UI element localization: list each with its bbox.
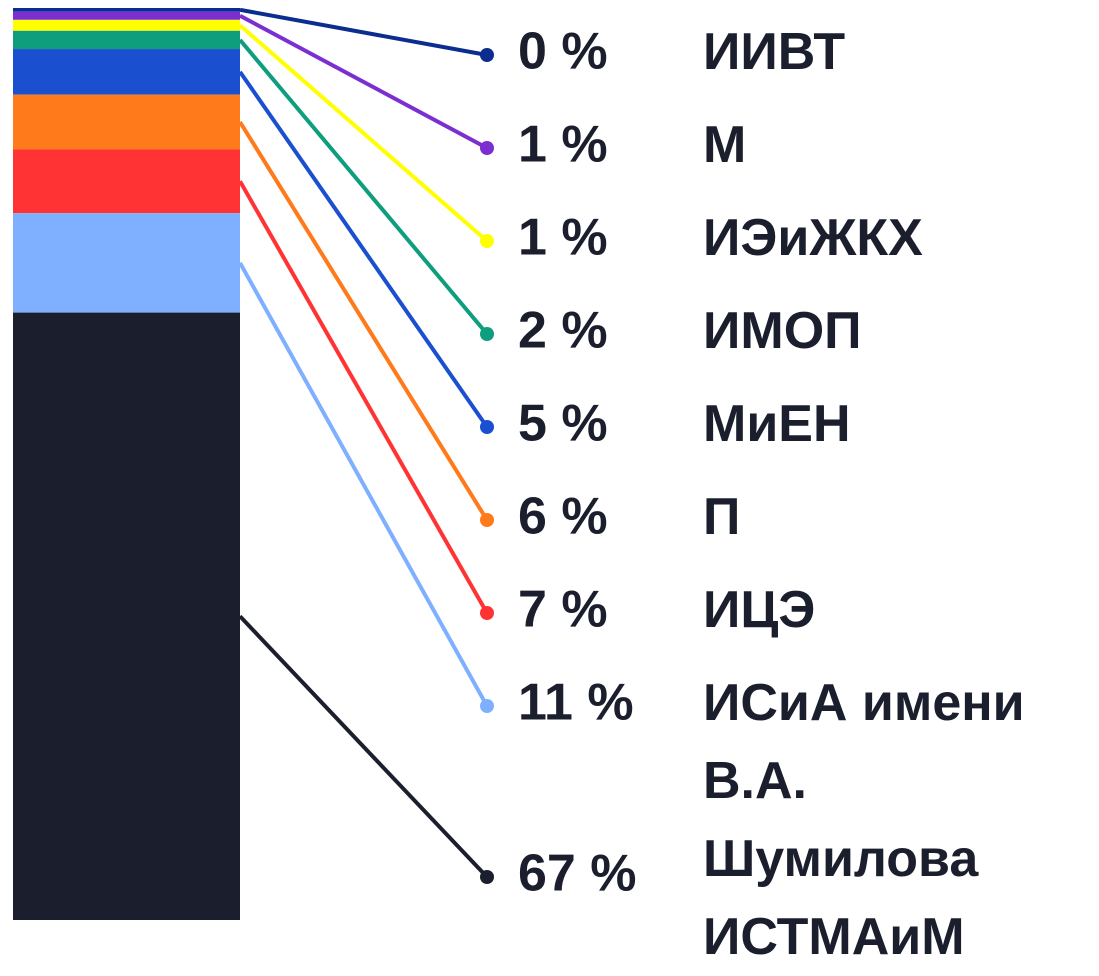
bar-segment	[13, 11, 240, 20]
value-label: 7 %	[518, 581, 608, 639]
value-label: 1 %	[518, 116, 608, 174]
category-label: ИСТМАиМ	[703, 908, 965, 966]
value-label: 11 %	[518, 674, 634, 732]
leader-dot	[480, 234, 494, 248]
value-label: 0 %	[518, 23, 608, 81]
value-label: 67 %	[518, 845, 637, 903]
leader-line	[239, 13, 488, 150]
category-line: В.А.	[703, 752, 807, 810]
leader-line	[238, 120, 489, 522]
category-line: ИЭиЖКХ	[703, 209, 923, 267]
category-label: ИЦЭ	[703, 581, 815, 639]
category-label: ИМОП	[703, 302, 862, 360]
bar-segment	[13, 49, 240, 95]
bar-segment	[13, 8, 240, 12]
category-line: ИСТМАиМ	[703, 908, 965, 966]
category-label: ИИВТ	[703, 23, 845, 81]
leader-dot	[480, 513, 494, 527]
category-line: ИИВТ	[703, 23, 845, 81]
leader-dot	[480, 699, 494, 713]
bar-segment	[13, 94, 240, 150]
leader-line	[239, 7, 488, 57]
category-label: МиЕН	[703, 395, 851, 453]
bar-segment	[13, 19, 240, 31]
category-label: М	[703, 116, 746, 174]
category-label: ИЭиЖКХ	[703, 209, 923, 267]
leader-line	[238, 23, 489, 243]
category-line: МиЕН	[703, 395, 851, 453]
leader-dot	[480, 327, 494, 341]
bar-segment	[13, 149, 240, 214]
leader-line	[238, 70, 489, 429]
leader-line	[238, 38, 489, 336]
bar-segment	[13, 312, 240, 920]
category-line: ИМОП	[703, 302, 862, 360]
bar-segment	[13, 213, 240, 313]
category-line: Шумилова	[703, 830, 979, 888]
value-label: 2 %	[518, 302, 608, 360]
leader-dot	[480, 870, 494, 884]
category-label: П	[703, 488, 740, 546]
leader-line	[238, 180, 489, 614]
value-label: 5 %	[518, 395, 608, 453]
category-label: ИСиА имени В.А. Шумилова	[703, 674, 1025, 888]
leader-dot	[480, 48, 494, 62]
leader-dot	[480, 141, 494, 155]
bar-segment	[13, 30, 240, 50]
category-line: ИСиА имени	[703, 674, 1025, 732]
value-label: 1 %	[518, 209, 608, 267]
value-label: 6 %	[518, 488, 608, 546]
category-line: М	[703, 116, 746, 174]
category-line: П	[703, 488, 740, 546]
leader-line	[238, 614, 489, 879]
leader-dot	[480, 420, 494, 434]
leader-dot	[480, 606, 494, 620]
leader-line	[238, 261, 489, 707]
category-line: ИЦЭ	[703, 581, 815, 639]
